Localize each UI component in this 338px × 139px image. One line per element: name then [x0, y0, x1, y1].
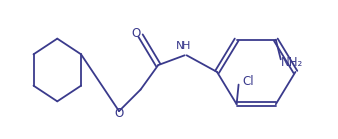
Text: Cl: Cl [243, 75, 254, 88]
Text: NH₂: NH₂ [281, 56, 304, 69]
Text: H: H [182, 41, 190, 51]
Text: N: N [176, 41, 184, 51]
Text: O: O [114, 107, 124, 120]
Text: O: O [131, 27, 140, 40]
